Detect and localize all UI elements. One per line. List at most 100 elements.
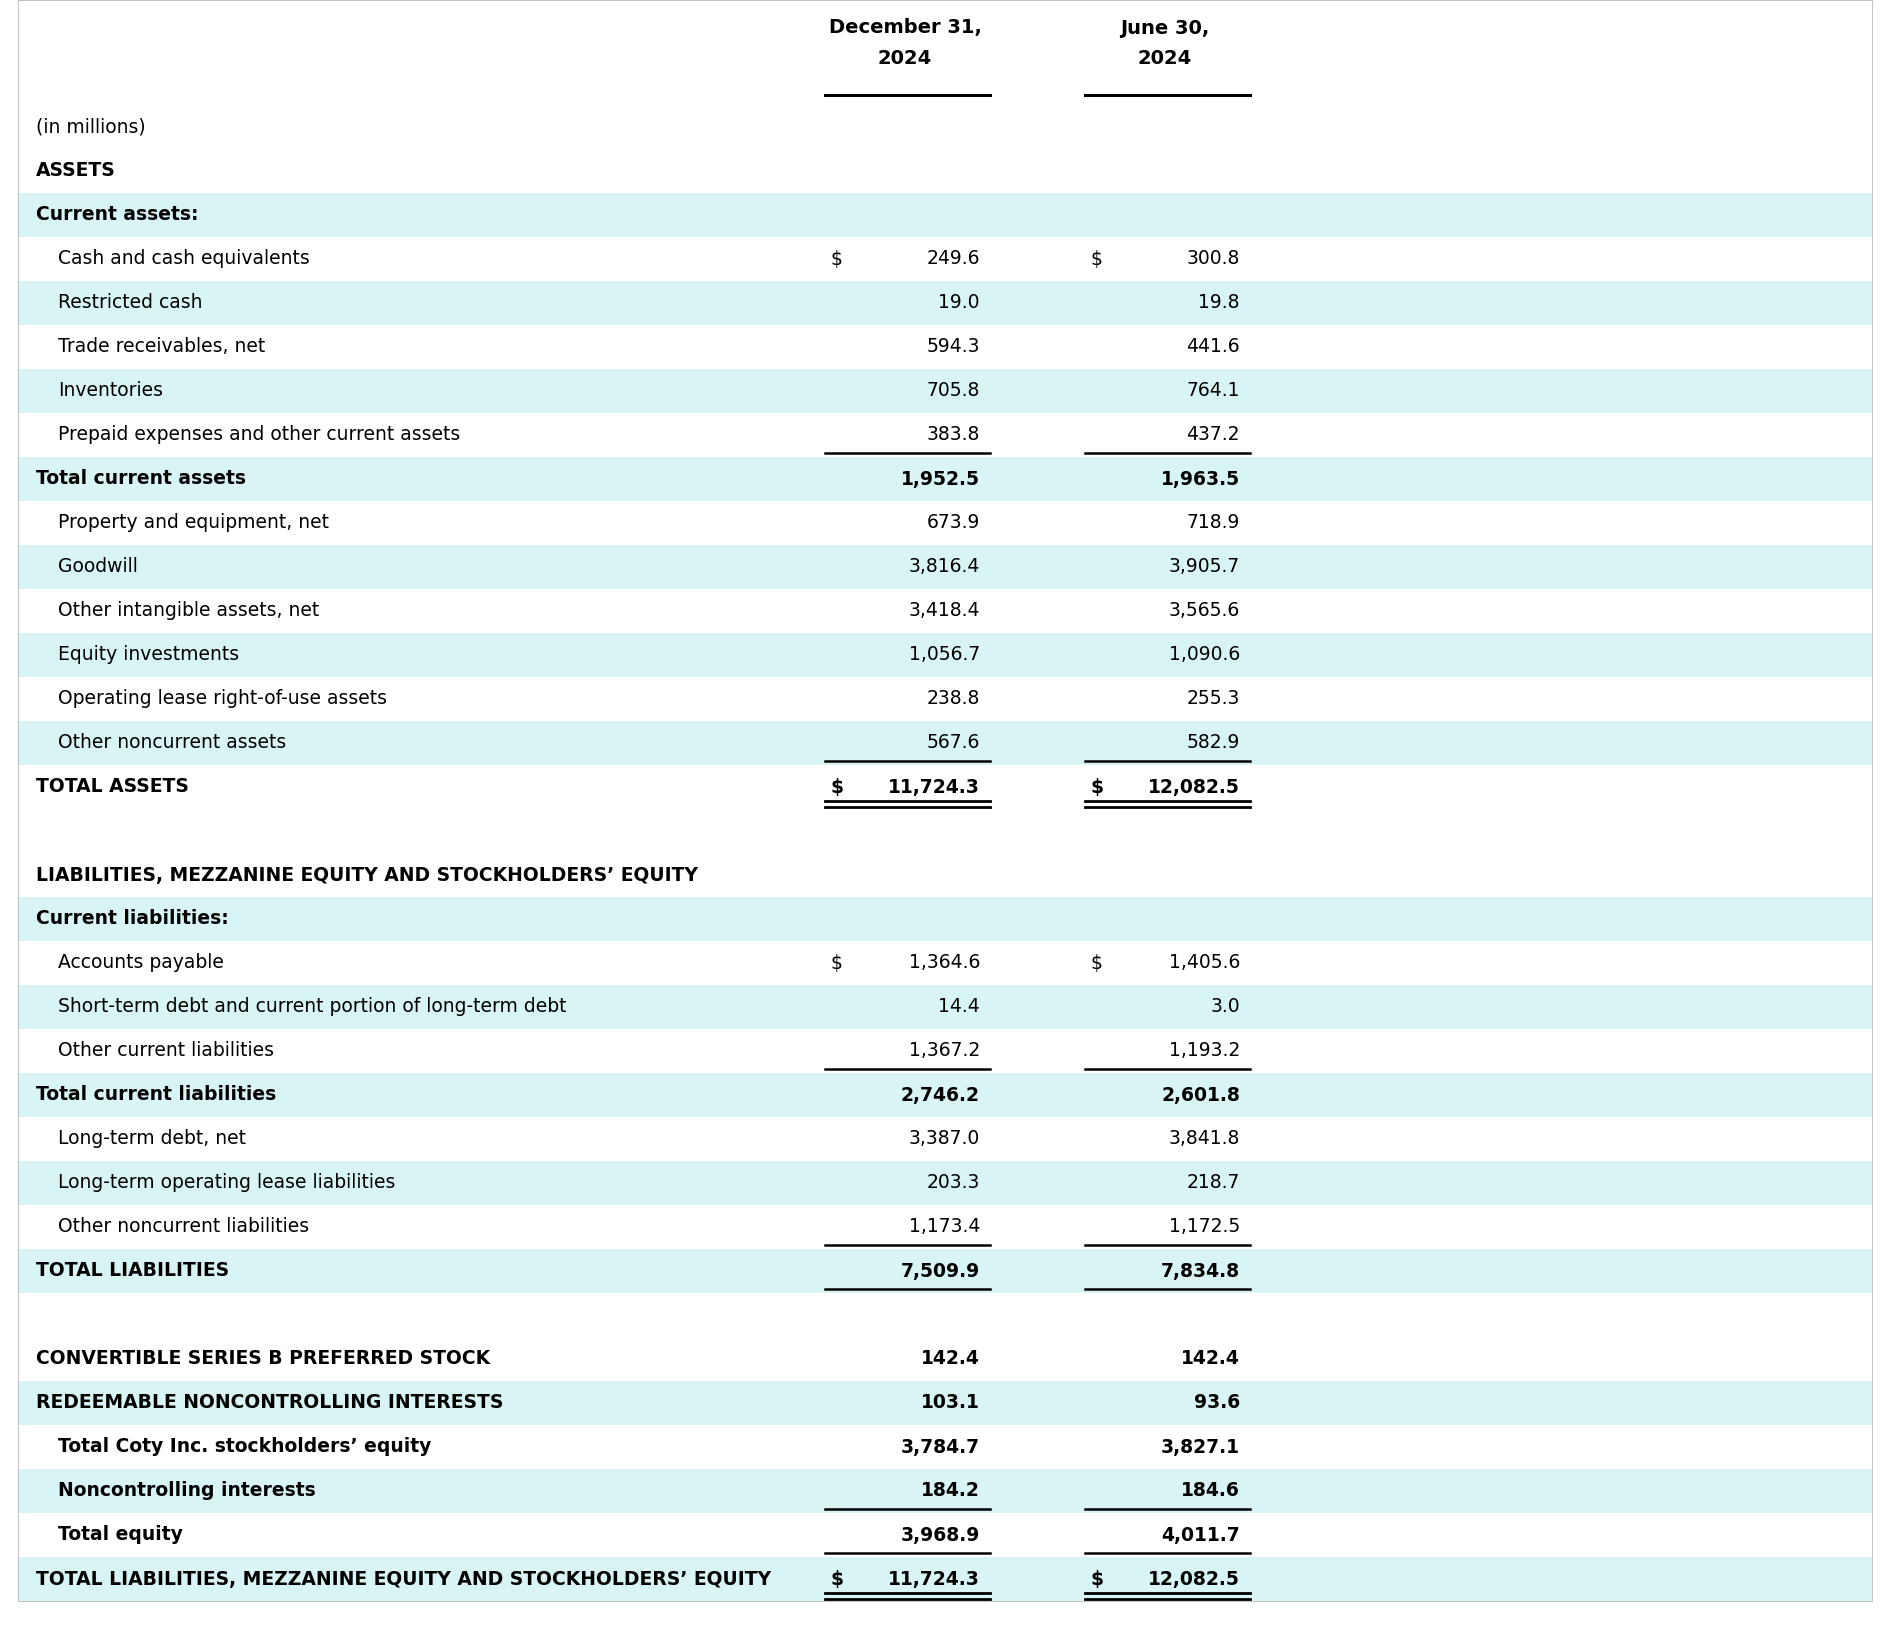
Text: 103.1: 103.1 [920,1394,980,1413]
Text: 1,963.5: 1,963.5 [1160,469,1239,489]
Text: $: $ [829,1570,842,1589]
Text: Short-term debt and current portion of long-term debt: Short-term debt and current portion of l… [59,998,567,1017]
Bar [19,236,1870,280]
Text: 383.8: 383.8 [926,425,980,445]
Text: $: $ [1090,778,1103,797]
Text: 3,816.4: 3,816.4 [909,557,980,577]
Text: Trade receivables, net: Trade receivables, net [59,337,264,357]
Text: Total Coty Inc. stockholders’ equity: Total Coty Inc. stockholders’ equity [59,1438,431,1457]
Text: ASSETS: ASSETS [36,161,115,181]
Text: 142.4: 142.4 [1181,1350,1239,1369]
Text: 19.0: 19.0 [939,293,980,313]
Text: 184.6: 184.6 [1181,1482,1239,1501]
Bar [19,1073,1870,1117]
Text: Other intangible assets, net: Other intangible assets, net [59,601,319,621]
Text: Total current liabilities: Total current liabilities [36,1086,276,1105]
Text: Other noncurrent assets: Other noncurrent assets [59,734,285,753]
Text: 218.7: 218.7 [1186,1174,1239,1193]
Text: Restricted cash: Restricted cash [59,293,202,313]
Text: 4,011.7: 4,011.7 [1160,1526,1239,1545]
Bar [19,456,1870,500]
Text: 3,827.1: 3,827.1 [1160,1438,1239,1457]
Text: LIABILITIES, MEZZANINE EQUITY AND STOCKHOLDERS’ EQUITY: LIABILITIES, MEZZANINE EQUITY AND STOCKH… [36,866,697,885]
Bar [19,985,1870,1029]
Text: (in millions): (in millions) [36,117,145,137]
Text: 255.3: 255.3 [1186,689,1239,709]
Text: 1,090.6: 1,090.6 [1167,645,1239,665]
Bar [19,1161,1870,1205]
Bar [19,720,1870,764]
Text: 2024: 2024 [1137,49,1192,67]
Bar [19,368,1870,412]
Text: $: $ [1090,249,1101,269]
Text: 11,724.3: 11,724.3 [888,778,980,797]
Bar [19,544,1870,588]
Text: 3,968.9: 3,968.9 [901,1526,980,1545]
Bar [19,852,1870,896]
Bar [19,1381,1870,1425]
Bar [19,632,1870,676]
Bar [19,764,1870,808]
Bar [19,1425,1870,1469]
Text: 437.2: 437.2 [1186,425,1239,445]
Text: 3,387.0: 3,387.0 [909,1130,980,1149]
Text: Long-term debt, net: Long-term debt, net [59,1130,246,1149]
Bar [19,412,1870,456]
Text: 14.4: 14.4 [937,998,980,1017]
Text: 2,746.2: 2,746.2 [901,1086,980,1105]
Text: Current assets:: Current assets: [36,205,198,225]
Text: 3,418.4: 3,418.4 [909,601,980,621]
Bar [19,104,1870,148]
Text: 1,952.5: 1,952.5 [901,469,980,489]
Bar [19,1117,1870,1161]
Text: 1,193.2: 1,193.2 [1167,1042,1239,1061]
Bar [19,588,1870,632]
Text: 249.6: 249.6 [926,249,980,269]
Text: TOTAL LIABILITIES: TOTAL LIABILITIES [36,1262,229,1281]
Text: Cash and cash equivalents: Cash and cash equivalents [59,249,310,269]
Bar [19,1513,1870,1557]
Text: 93.6: 93.6 [1194,1394,1239,1413]
Bar [19,1337,1870,1381]
Text: 7,509.9: 7,509.9 [901,1262,980,1281]
Text: Total equity: Total equity [59,1526,183,1545]
Text: 3,784.7: 3,784.7 [901,1438,980,1457]
Bar [19,192,1870,236]
Text: CONVERTIBLE SERIES B PREFERRED STOCK: CONVERTIBLE SERIES B PREFERRED STOCK [36,1350,489,1369]
Text: 19.8: 19.8 [1198,293,1239,313]
Text: $: $ [829,249,841,269]
Text: Property and equipment, net: Property and equipment, net [59,513,329,533]
Text: 705.8: 705.8 [926,381,980,401]
Text: Other noncurrent liabilities: Other noncurrent liabilities [59,1218,310,1237]
Text: December 31,: December 31, [827,18,980,37]
Bar [19,1249,1870,1293]
Text: Operating lease right-of-use assets: Operating lease right-of-use assets [59,689,387,709]
Text: REDEEMABLE NONCONTROLLING INTERESTS: REDEEMABLE NONCONTROLLING INTERESTS [36,1394,502,1413]
Text: 12,082.5: 12,082.5 [1147,1570,1239,1589]
Text: 203.3: 203.3 [926,1174,980,1193]
Bar [19,941,1870,985]
Text: 764.1: 764.1 [1186,381,1239,401]
Text: 2,601.8: 2,601.8 [1160,1086,1239,1105]
Text: 2024: 2024 [876,49,931,67]
Text: Accounts payable: Accounts payable [59,954,223,973]
Bar [19,1029,1870,1073]
Text: 142.4: 142.4 [920,1350,980,1369]
Text: Current liabilities:: Current liabilities: [36,910,229,929]
Text: Equity investments: Equity investments [59,645,240,665]
Text: $: $ [1090,954,1101,973]
Bar [19,808,1870,852]
Text: 1,405.6: 1,405.6 [1167,954,1239,973]
Text: Other current liabilities: Other current liabilities [59,1042,274,1061]
Text: 3.0: 3.0 [1209,998,1239,1017]
Text: Inventories: Inventories [59,381,162,401]
Text: $: $ [829,778,842,797]
Text: 3,905.7: 3,905.7 [1167,557,1239,577]
Bar [19,1293,1870,1337]
Bar [19,897,1870,941]
Text: 1,364.6: 1,364.6 [909,954,980,973]
Bar [19,1205,1870,1249]
Bar [19,0,1870,104]
Text: 1,172.5: 1,172.5 [1167,1218,1239,1237]
Text: 567.6: 567.6 [926,734,980,753]
